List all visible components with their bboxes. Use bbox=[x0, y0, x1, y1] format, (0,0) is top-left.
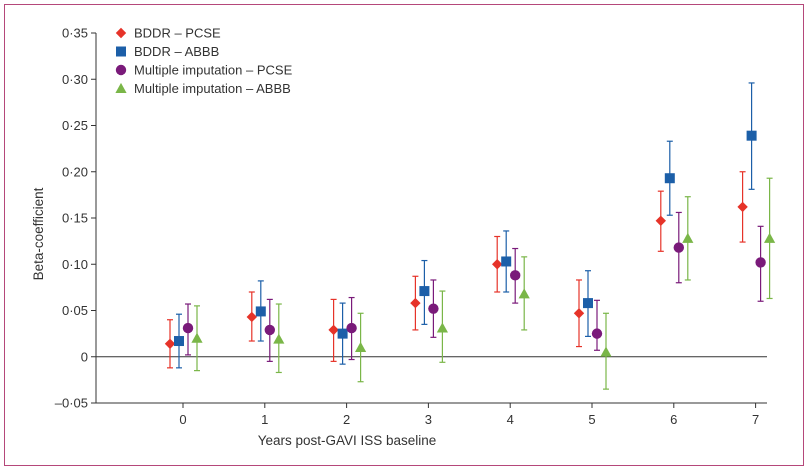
series-group bbox=[174, 82, 757, 369]
data-point bbox=[492, 259, 503, 270]
data-point bbox=[255, 306, 266, 317]
data-point bbox=[501, 256, 512, 267]
data-point bbox=[264, 324, 275, 336]
chart-canvas: –0·05 0 0·05 0·10 0·15 0·20 0·25 0·30 0·35 0 1 2 3 4 5… bbox=[31, 26, 776, 448]
data-point bbox=[419, 286, 430, 297]
series-group bbox=[164, 171, 748, 369]
x-tick-label: 5 bbox=[588, 412, 595, 427]
y-tick-label: 0·35 bbox=[62, 26, 88, 41]
data-point bbox=[764, 232, 776, 243]
y-tick-label: 0·05 bbox=[62, 303, 88, 318]
legend-label: BDDR – PCSE bbox=[134, 26, 221, 41]
x-axis-title: Years post-GAVI ISS baseline bbox=[258, 433, 437, 448]
data-point bbox=[600, 346, 612, 357]
data-point bbox=[182, 322, 194, 334]
data-point bbox=[246, 311, 257, 323]
legend-marker bbox=[115, 64, 127, 76]
legend-marker bbox=[116, 46, 126, 57]
data-point bbox=[273, 333, 285, 344]
figure-frame: –0·05 0 0·05 0·10 0·15 0·20 0·25 0·30 0·35 0 1 2 3 4 5… bbox=[4, 4, 804, 466]
legend-label: Multiple imputation – ABBB bbox=[134, 81, 291, 96]
data-point bbox=[518, 288, 530, 299]
data-point bbox=[573, 308, 585, 319]
data-point bbox=[337, 328, 348, 339]
y-axis-title: Beta-coefficient bbox=[31, 187, 46, 280]
data-point bbox=[355, 341, 367, 352]
data-point bbox=[191, 332, 203, 343]
data-point bbox=[436, 322, 448, 333]
x-tick-label: 2 bbox=[343, 412, 350, 427]
data-point bbox=[164, 338, 176, 349]
chart-marks bbox=[164, 82, 776, 390]
data-point bbox=[737, 201, 748, 213]
x-tick-label: 0 bbox=[179, 412, 186, 427]
series-group bbox=[191, 177, 776, 390]
data-point bbox=[655, 215, 666, 226]
legend-label: Multiple imputation – PCSE bbox=[134, 63, 293, 78]
legend-marker bbox=[115, 27, 127, 39]
data-point bbox=[583, 298, 593, 309]
y-tick-label: –0·05 bbox=[55, 396, 88, 411]
data-point bbox=[673, 242, 684, 253]
data-point bbox=[428, 303, 439, 314]
data-point bbox=[682, 232, 694, 243]
y-tick-label: 0 bbox=[81, 349, 88, 364]
y-tick-label: 0·15 bbox=[62, 211, 88, 226]
data-point bbox=[328, 324, 339, 336]
x-tick-label: 3 bbox=[425, 412, 432, 427]
x-tick-label: 6 bbox=[670, 412, 677, 427]
data-point bbox=[410, 297, 421, 309]
legend: BDDR – PCSE BDDR – ABBB Multiple imputatio… bbox=[115, 26, 293, 96]
y-tick-label: 0·30 bbox=[62, 72, 88, 87]
legend-label: BDDR – ABBB bbox=[134, 44, 219, 59]
data-point bbox=[746, 130, 757, 141]
data-point bbox=[346, 322, 357, 334]
y-tick-label: 0·20 bbox=[62, 164, 88, 179]
data-point bbox=[664, 173, 675, 184]
x-tick-label: 4 bbox=[507, 412, 514, 427]
data-point bbox=[755, 257, 766, 268]
data-point bbox=[174, 336, 184, 347]
data-point bbox=[591, 328, 603, 339]
x-tick-label: 1 bbox=[261, 412, 268, 427]
series-group bbox=[182, 211, 766, 362]
data-point bbox=[510, 270, 521, 281]
axes: –0·05 0 0·05 0·10 0·15 0·20 0·25 0·30 0·35 0 1 2 3 4 5… bbox=[55, 26, 767, 427]
legend-marker bbox=[115, 82, 127, 93]
y-tick-label: 0·10 bbox=[62, 257, 88, 272]
x-tick-label: 7 bbox=[752, 412, 759, 427]
y-tick-label: 0·25 bbox=[62, 118, 88, 133]
